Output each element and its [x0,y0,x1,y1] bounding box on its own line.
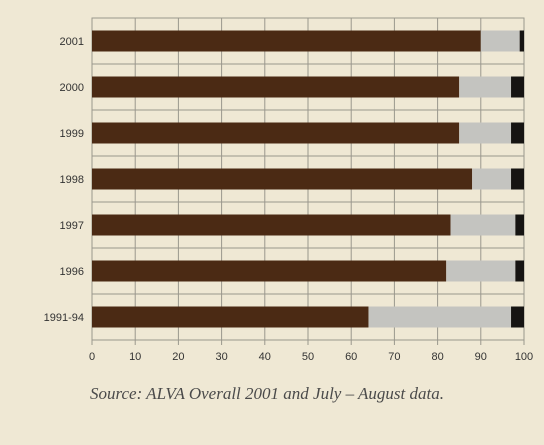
bar-1999-segment-2 [459,122,512,144]
bar-1997-segment-3 [515,214,524,236]
bar-1996-segment-1 [92,260,447,282]
x-tick-label-90: 90 [475,351,487,363]
x-tick-label-60: 60 [345,351,357,363]
bar-1998-segment-2 [472,168,512,190]
bar-1998-segment-1 [92,168,473,190]
x-tick-label-30: 30 [215,351,227,363]
category-label-1996: 1996 [60,266,84,278]
bar-2001-segment-2 [480,30,520,52]
category-label-1997: 1997 [60,220,84,232]
bar-1999-segment-3 [511,122,524,144]
x-tick-label-20: 20 [172,351,184,363]
bar-1996-segment-3 [515,260,524,282]
x-tick-label-80: 80 [431,351,443,363]
category-label-2000: 2000 [60,82,84,94]
category-label-1999: 1999 [60,128,84,140]
x-tick-label-100: 100 [515,351,533,363]
bar-1997-segment-2 [450,214,516,236]
bar-1998-segment-3 [511,168,524,190]
bar-2000-segment-2 [459,76,512,98]
x-tick-label-10: 10 [129,351,141,363]
bar-2000-segment-1 [92,76,460,98]
bar-1991-94-segment-3 [511,306,524,328]
bar-1996-segment-2 [446,260,516,282]
x-tick-label-0: 0 [89,351,95,363]
bar-2001-segment-1 [92,30,481,52]
x-tick-label-50: 50 [302,351,314,363]
bar-2001-segment-3 [519,30,524,52]
x-tick-label-40: 40 [259,351,271,363]
category-label-1998: 1998 [60,174,84,186]
category-label-2001: 2001 [60,36,84,48]
bar-1991-94-segment-1 [92,306,369,328]
source-note: Source: ALVA Overall 2001 and July – Aug… [90,384,444,403]
bar-1999-segment-1 [92,122,460,144]
bar-1991-94-segment-2 [368,306,512,328]
bar-2000-segment-3 [511,76,524,98]
bar-1997-segment-1 [92,214,451,236]
x-tick-label-70: 70 [388,351,400,363]
category-label-1991-94: 1991-94 [44,312,84,324]
